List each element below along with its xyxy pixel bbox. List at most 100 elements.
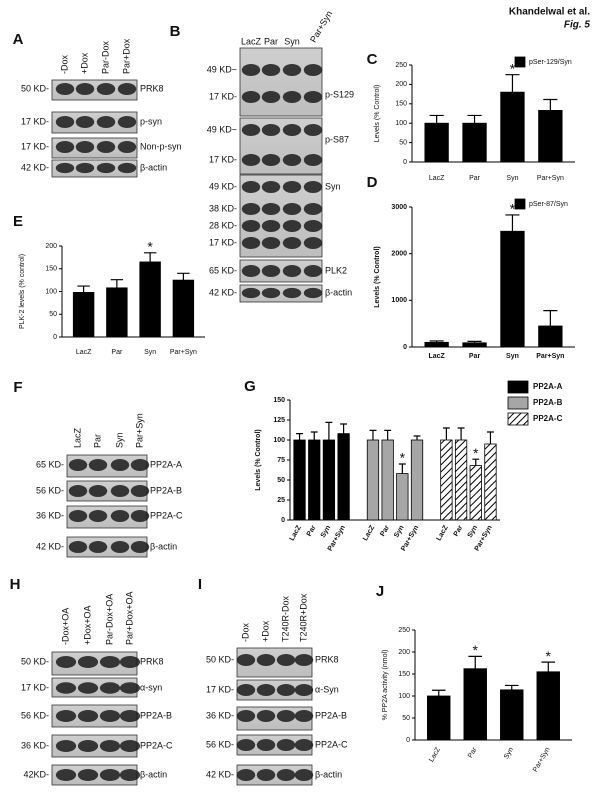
y-tick-label: 50 bbox=[399, 139, 407, 146]
marker-label: 36 KD- bbox=[206, 710, 234, 720]
y-tick-label: 200 bbox=[395, 81, 407, 88]
protein-label: β-actin bbox=[140, 162, 167, 172]
lane-label: Par bbox=[92, 434, 102, 448]
band bbox=[261, 287, 281, 299]
bar bbox=[427, 695, 451, 741]
band bbox=[294, 710, 314, 722]
x-tick-label: Syn bbox=[393, 524, 405, 539]
marker-label: 42 KD- bbox=[206, 769, 234, 779]
error-bar bbox=[467, 340, 482, 343]
error-bar bbox=[442, 427, 450, 440]
legend-swatch bbox=[514, 56, 526, 68]
x-tick-label: Par bbox=[469, 353, 481, 360]
x-tick-label: LacZ bbox=[76, 349, 92, 356]
band bbox=[261, 220, 281, 232]
significance-mark: * bbox=[510, 201, 516, 217]
blot-strip bbox=[51, 79, 138, 101]
band bbox=[130, 459, 150, 471]
lane-label: -Dox+OA bbox=[60, 608, 70, 645]
band bbox=[68, 485, 88, 497]
y-tick-label: 0 bbox=[281, 517, 285, 524]
lane-label: +Dox bbox=[79, 52, 89, 74]
protein-label: PP2A-C bbox=[150, 510, 183, 520]
marker-label: 36 KD- bbox=[36, 510, 64, 520]
marker-label: 49 KD~ bbox=[207, 124, 237, 134]
band bbox=[55, 656, 77, 668]
band bbox=[276, 684, 296, 696]
marker-label: 56 KD- bbox=[36, 485, 64, 495]
band bbox=[119, 740, 141, 752]
x-tick-label: Syn bbox=[144, 349, 156, 356]
marker-label: 42 KD- bbox=[21, 162, 49, 172]
lane-label: LacZ bbox=[72, 427, 82, 448]
band bbox=[68, 510, 88, 522]
lane-label: Syn bbox=[114, 432, 124, 448]
band bbox=[68, 541, 88, 553]
marker-label: 28 KD- bbox=[209, 220, 237, 230]
marker-label: 56 KD- bbox=[21, 710, 49, 720]
band bbox=[276, 710, 296, 722]
x-tick-label: Par+Syn bbox=[170, 349, 197, 356]
band bbox=[77, 769, 99, 781]
band bbox=[117, 162, 137, 174]
band bbox=[236, 739, 256, 751]
band bbox=[276, 654, 296, 666]
band bbox=[256, 739, 276, 751]
bar bbox=[424, 341, 449, 348]
y-tick-label: 50 bbox=[49, 311, 57, 318]
band bbox=[110, 459, 130, 471]
band bbox=[303, 181, 323, 193]
band bbox=[236, 710, 256, 722]
band bbox=[99, 656, 121, 668]
significance-mark: * bbox=[510, 60, 516, 76]
error-bar bbox=[77, 285, 90, 293]
y-tick-label: 150 bbox=[395, 101, 407, 108]
bar bbox=[500, 91, 525, 163]
y-tick-label: 0 bbox=[403, 344, 407, 351]
protein-label: p-S87 bbox=[325, 134, 349, 144]
y-tick-label: 75 bbox=[277, 457, 285, 464]
x-tick-label: Par bbox=[467, 746, 479, 760]
error-bar bbox=[487, 431, 494, 444]
protein-label: Syn bbox=[325, 181, 341, 191]
protein-label: PLK2 bbox=[325, 265, 347, 275]
x-tick-label: Par bbox=[469, 175, 481, 182]
band bbox=[75, 141, 95, 153]
protein-label: Non-p-syn bbox=[140, 141, 182, 151]
band bbox=[282, 64, 302, 76]
x-tick-label: LacZ bbox=[429, 175, 445, 182]
significance-mark: * bbox=[147, 239, 153, 255]
marker-label: 17 KD- bbox=[209, 91, 237, 101]
band bbox=[256, 710, 276, 722]
band bbox=[294, 684, 314, 696]
protein-label: PP2A-B bbox=[315, 710, 347, 720]
band bbox=[99, 710, 121, 722]
y-tick-label: 125 bbox=[273, 417, 285, 424]
significance-mark: * bbox=[400, 450, 406, 466]
band bbox=[99, 769, 121, 781]
band bbox=[282, 220, 302, 232]
lane-label: -Dox bbox=[240, 622, 250, 642]
error-bar bbox=[505, 74, 520, 93]
band bbox=[130, 485, 150, 497]
protein-label: β-actin bbox=[140, 769, 167, 779]
band bbox=[282, 124, 302, 136]
lane-label: LacZ bbox=[241, 36, 262, 46]
band bbox=[303, 91, 323, 103]
band bbox=[261, 203, 281, 215]
error-bar bbox=[398, 463, 406, 474]
marker-label: 50 KD- bbox=[21, 656, 49, 666]
y-tick-label: 250 bbox=[398, 627, 410, 634]
protein-label: PP2A-B bbox=[150, 485, 182, 495]
protein-label: PRK8 bbox=[140, 656, 164, 666]
band bbox=[241, 154, 261, 166]
protein-label: PRK8 bbox=[140, 83, 164, 93]
x-tick-label: Par bbox=[306, 524, 318, 538]
blot-strip bbox=[51, 137, 138, 159]
lane-label: T240R+Dox bbox=[298, 593, 308, 642]
bar bbox=[308, 439, 321, 521]
band bbox=[303, 237, 323, 249]
bar bbox=[293, 439, 306, 521]
protein-label: PP2A-A bbox=[150, 459, 182, 469]
